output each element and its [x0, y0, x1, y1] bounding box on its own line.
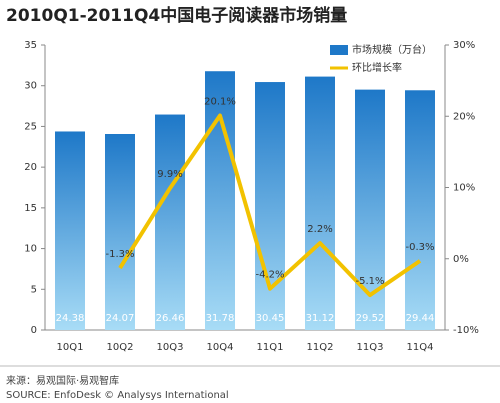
bar [405, 90, 435, 330]
legend-label: 环比增长率 [352, 61, 402, 74]
source: 来源：易观国际·易观智库 [6, 374, 119, 387]
bar [105, 134, 135, 330]
y-tick-label: 15 [24, 203, 37, 214]
x-tick-label: 11Q1 [257, 342, 284, 353]
line [118, 113, 422, 298]
y-tick-label: 10 [24, 244, 37, 255]
y2-tick-label: -10% [453, 325, 479, 336]
x-tick-label: 10Q2 [107, 342, 134, 353]
bar-value-label: 30.45 [256, 313, 285, 324]
x-tick-label: 11Q4 [407, 342, 434, 353]
line-value-label: -4.2% [255, 270, 284, 281]
x-tick-label: 10Q1 [57, 342, 84, 353]
y2-tick-label: 30% [453, 40, 475, 51]
bar-value-label: 24.38 [56, 313, 85, 324]
source: SOURCE: EnfoDesk © Analysys Internationa… [6, 390, 229, 401]
bar-value-label: 26.46 [156, 313, 185, 324]
y2-tick-label: 0% [453, 254, 469, 265]
line-value-label: 9.9% [157, 169, 182, 180]
x-tick-label: 10Q4 [207, 342, 234, 353]
line-value-label: 2.2% [307, 224, 332, 235]
bar-value-label: 29.44 [406, 313, 435, 324]
y2-tick-label: 20% [453, 111, 475, 122]
bar-value-label: 29.52 [356, 313, 385, 324]
legend-label: 市场规模（万台） [352, 43, 432, 56]
y-tick-label: 25 [24, 121, 37, 132]
line-value-label: -5.1% [355, 276, 384, 287]
bar [205, 71, 235, 330]
legend-swatch [330, 45, 348, 55]
bar-value-label: 31.78 [206, 313, 235, 324]
y-tick-label: 35 [24, 40, 37, 51]
bar-value-label: 31.12 [306, 313, 335, 324]
chart-title: 2010Q1-2011Q4中国电子阅读器市场销量 [6, 5, 347, 26]
bar [55, 131, 85, 330]
x-tick-label: 11Q2 [307, 342, 334, 353]
line-value-label: 20.1% [204, 97, 236, 108]
y-tick-label: 30 [24, 81, 37, 92]
bar [155, 114, 185, 330]
bar [305, 76, 335, 330]
bar-value-label: 24.07 [106, 313, 135, 324]
line-value-label: -1.3% [105, 249, 134, 260]
y-tick-label: 20 [24, 162, 37, 173]
y-tick-label: 5 [31, 284, 37, 295]
y-tick-label: 0 [31, 325, 37, 336]
line-value-label: -0.3% [405, 242, 434, 253]
x-tick-label: 11Q3 [357, 342, 384, 353]
y2-tick-label: 10% [453, 183, 475, 194]
x-tick-label: 10Q3 [157, 342, 184, 353]
bar [255, 82, 285, 330]
